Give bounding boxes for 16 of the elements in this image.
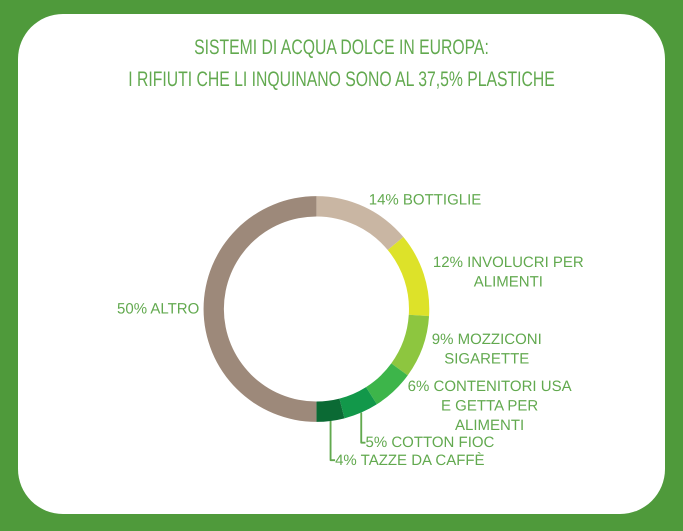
slice-label: 9% MOZZICONI SIGARETTE bbox=[432, 331, 542, 368]
slice-label: 4% TAZZE DA CAFFÈ bbox=[335, 451, 485, 470]
chart-subtitle: I RIFIUTI CHE LI INQUINANO SONO AL 37,5% PLASTICHE bbox=[127, 68, 556, 92]
slice-label: 50% ALTRO bbox=[117, 300, 200, 318]
donut-slice bbox=[366, 363, 408, 404]
donut-slice bbox=[316, 196, 404, 250]
slice-label: 6% CONTENITORI USA E GETTA PER ALIMENTI bbox=[408, 378, 572, 434]
donut-slice bbox=[316, 398, 344, 422]
donut-slice bbox=[388, 237, 430, 316]
slice-label: 5% COTTON FIOC bbox=[365, 434, 495, 452]
donut-slice bbox=[204, 196, 316, 422]
donut-slice bbox=[339, 387, 377, 418]
donut-slice bbox=[391, 314, 430, 376]
slice-label: 12% INVOLUCRI PER ALIMENTI bbox=[432, 254, 584, 291]
slice-label: 14% BOTTIGLIE bbox=[368, 191, 482, 208]
chart-title: SISTEMI DI ACQUA DOLCE IN EUROPA: bbox=[193, 36, 490, 60]
